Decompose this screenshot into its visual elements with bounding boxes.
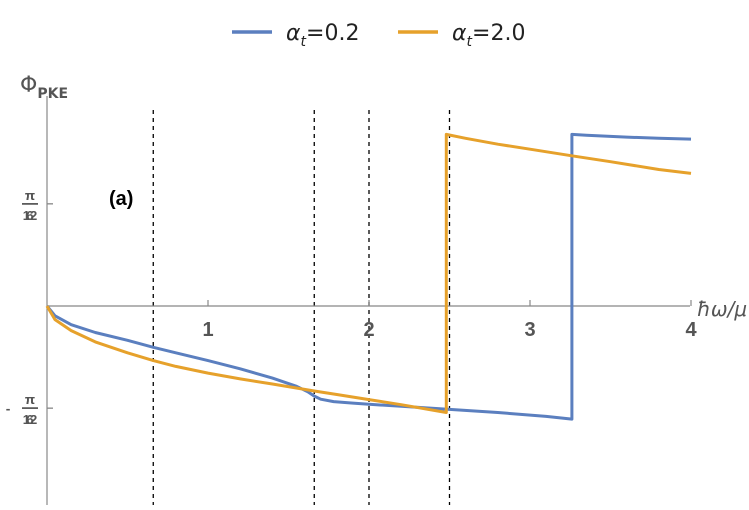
x-tick-label-3: 3	[524, 319, 535, 341]
y-tick-denominator-4: 6	[26, 412, 33, 427]
panel-label: (a)	[109, 188, 133, 210]
series-line-2	[45, 132, 692, 414]
legend-series-2-prefix: α	[452, 21, 467, 46]
series-line-1	[45, 132, 692, 421]
legend-series-2-sub: t	[467, 34, 473, 50]
y-tick-denominator-1: 6	[26, 208, 33, 223]
legend-label-series-1: αt=0.2	[286, 21, 359, 50]
legend-series-1-suffix: =0.2	[306, 21, 359, 46]
series-lines	[45, 132, 692, 421]
legend-series-2-suffix: =2.0	[472, 21, 525, 46]
y-tick-numerator-2: π	[25, 188, 35, 203]
y-tick-numerator-4: π	[25, 392, 35, 407]
y-tick-numerator-1: π	[25, 188, 35, 203]
y-tick-denominator-3: 12	[23, 412, 37, 427]
legend: αt=0.2 αt=2.0	[232, 21, 525, 50]
axes	[46, 96, 692, 505]
y-tick-denominator-2: 12	[23, 208, 37, 223]
y-axis-label: ΦPKE	[20, 73, 68, 102]
legend-label-series-2: αt=2.0	[452, 21, 525, 50]
y-axis-label-main: Φ	[20, 73, 37, 98]
x-tick-label-2: 2	[363, 319, 374, 341]
x-tick-label-1: 1	[202, 319, 213, 341]
y-tick-label-2: π 12	[22, 188, 38, 223]
y-tick-numerator-3: π	[25, 392, 35, 407]
legend-series-1-sub: t	[301, 34, 307, 50]
vertical-marker-lines	[152, 110, 451, 505]
legend-series-1-prefix: α	[286, 21, 301, 46]
x-tick-label-4: 4	[685, 319, 697, 341]
y-tick-sign-4: -	[6, 401, 10, 416]
x-axis-label: ħω/μ	[697, 297, 747, 321]
y-tick-label-4: π 6 -	[6, 392, 38, 427]
y-axis-label-sub: PKE	[37, 86, 68, 102]
y-tick-sign-3: -	[6, 401, 10, 416]
